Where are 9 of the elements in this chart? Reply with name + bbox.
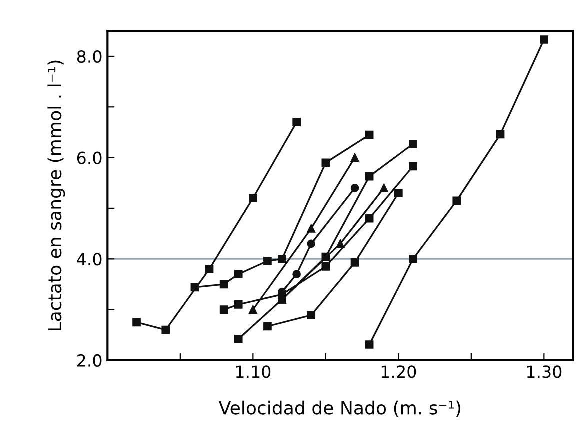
x-tick-label: 1.30	[527, 366, 562, 378]
x-axis-title: Velocidad de Nado (m. s⁻¹)	[218, 400, 461, 417]
y-axis-title: Lactato en sangre (mmol . l⁻¹)	[48, 60, 66, 330]
y-tick-label: 2.0	[78, 354, 102, 368]
y-tick-label: 8.0	[77, 50, 102, 64]
x-tick-label: 1.20	[382, 366, 416, 378]
y-tick-label: 4.0	[77, 253, 102, 266]
y-tick-label: 6.0	[77, 152, 102, 164]
x-tick-label: 1.10	[236, 366, 271, 378]
